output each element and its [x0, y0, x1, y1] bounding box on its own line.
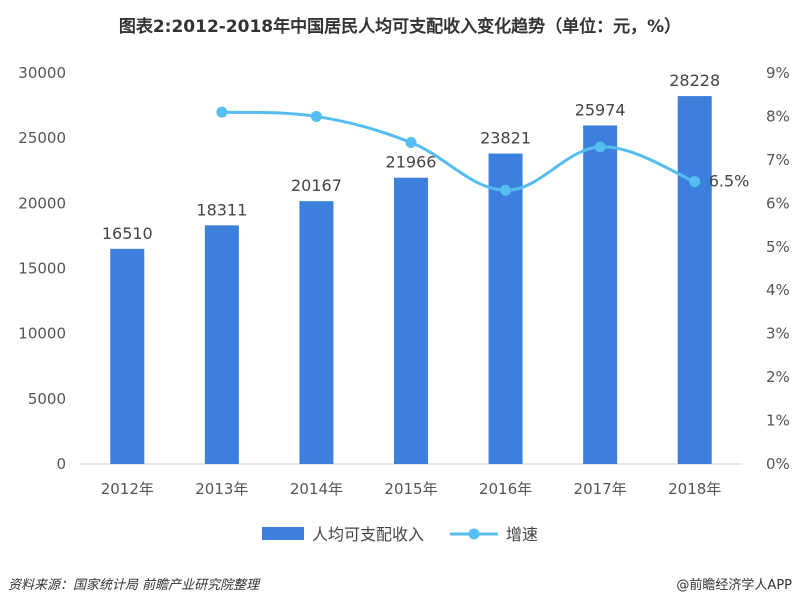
bar-data-label: 23821 [480, 129, 531, 148]
growth-point [500, 184, 512, 196]
x-tick-label: 2018年 [668, 480, 721, 498]
bar [394, 177, 428, 465]
growth-data-label: 6.5% [709, 172, 750, 191]
y-right-tick-label: 1% [766, 412, 790, 430]
growth-point [405, 137, 417, 149]
legend-bar-label: 人均可支配收入 [312, 525, 424, 544]
y-left-tick-label: 30000 [18, 64, 66, 82]
y-left-tick-label: 10000 [18, 325, 66, 343]
bar-data-label: 20167 [291, 176, 342, 195]
bar [583, 125, 618, 464]
bar-data-label: 16510 [102, 224, 153, 243]
source-note: 资料来源：国家统计局 前瞻产业研究院整理 [8, 578, 260, 593]
y-right-tick-label: 4% [766, 281, 790, 299]
y-left-tick-label: 20000 [18, 194, 66, 212]
y-right-tick-label: 7% [766, 151, 790, 169]
growth-point [689, 176, 701, 188]
footer: 资料来源：国家统计局 前瞻产业研究院整理 @前瞻经济学人APP [8, 574, 792, 593]
x-tick-label: 2016年 [479, 480, 532, 498]
y-right-tick-label: 6% [766, 194, 790, 212]
bar-data-label: 18311 [196, 200, 247, 219]
y-right-tick-label: 0% [766, 455, 790, 473]
bar [204, 225, 239, 464]
bar [677, 96, 712, 465]
y-right-tick-label: 5% [766, 238, 790, 256]
legend-line-marker [468, 528, 480, 540]
y-right-tick-label: 2% [766, 368, 790, 386]
bar-data-label: 21966 [386, 153, 437, 172]
chart-title: 图表2:2012-2018年中国居民人均可支配收入变化趋势（单位：元，%） [118, 17, 682, 37]
bar-data-label: 28228 [669, 71, 720, 90]
bar-data-label: 25974 [575, 100, 626, 119]
growth-point [310, 110, 322, 122]
bar [110, 248, 145, 464]
legend-line-label: 增速 [506, 525, 538, 544]
y-left-tick-label: 25000 [18, 129, 66, 147]
x-tick-label: 2014年 [290, 480, 343, 498]
brand-note: @前瞻经济学人APP [676, 578, 792, 593]
y-left-tick-label: 5000 [28, 390, 66, 408]
y-left-tick-label: 15000 [18, 260, 66, 278]
y-right-tick-label: 9% [766, 64, 790, 82]
x-tick-label: 2013年 [195, 480, 248, 498]
growth-point [594, 141, 606, 153]
y-left-tick-label: 0 [56, 455, 66, 473]
x-tick-label: 2017年 [574, 480, 627, 498]
growth-point [216, 106, 228, 118]
legend-bar-swatch [262, 527, 304, 540]
bar [488, 153, 523, 464]
y-right-tick-label: 8% [766, 107, 790, 125]
x-tick-label: 2012年 [101, 480, 154, 498]
bar [299, 201, 334, 464]
y-right-tick-label: 3% [766, 325, 790, 343]
x-tick-label: 2015年 [384, 480, 437, 498]
